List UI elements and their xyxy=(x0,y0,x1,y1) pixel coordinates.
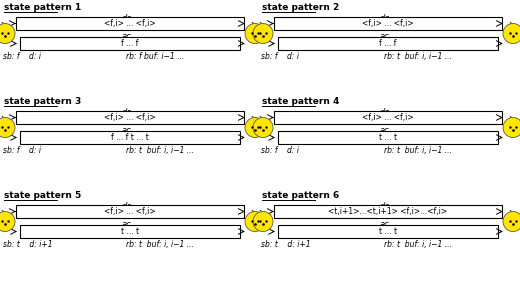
Text: state pattern 3: state pattern 3 xyxy=(4,97,81,106)
Text: sb: f    d: i: sb: f d: i xyxy=(261,146,299,155)
Circle shape xyxy=(253,118,273,137)
Text: dc: dc xyxy=(122,14,132,23)
Bar xyxy=(274,205,502,218)
Text: f ... f t ... t: f ... f t ... t xyxy=(111,133,149,142)
Text: f ... f: f ... f xyxy=(379,39,397,48)
Text: ac: ac xyxy=(122,220,132,229)
Text: sb: t    d: i+1: sb: t d: i+1 xyxy=(261,240,310,249)
Bar xyxy=(16,205,244,218)
Circle shape xyxy=(503,24,520,43)
Text: rb: t  buf: i, i−1 ...: rb: t buf: i, i−1 ... xyxy=(384,52,452,61)
Text: state pattern 6: state pattern 6 xyxy=(262,191,339,200)
Circle shape xyxy=(245,211,265,232)
Text: rb: t  buf: i, i−1 ...: rb: t buf: i, i−1 ... xyxy=(384,240,452,249)
Bar xyxy=(274,17,502,30)
Text: ac: ac xyxy=(380,32,390,41)
Circle shape xyxy=(0,118,15,137)
Text: rb: t  buf: i, i−1 ...: rb: t buf: i, i−1 ... xyxy=(384,146,452,155)
Text: state pattern 4: state pattern 4 xyxy=(262,97,340,106)
Text: <t,i+1>...<t,i+1> <f,i>...<f,i>: <t,i+1>...<t,i+1> <f,i>...<f,i> xyxy=(329,207,448,216)
Text: <f,i> ... <f,i>: <f,i> ... <f,i> xyxy=(362,19,414,28)
Bar xyxy=(20,225,240,238)
Text: dc: dc xyxy=(380,202,390,211)
Bar xyxy=(20,131,240,144)
Text: sb: f    d: i: sb: f d: i xyxy=(3,52,41,61)
Text: <f,i> ... <f,i>: <f,i> ... <f,i> xyxy=(362,113,414,122)
Text: ac: ac xyxy=(122,126,132,135)
Bar xyxy=(20,37,240,50)
Circle shape xyxy=(0,24,15,43)
Circle shape xyxy=(0,211,15,232)
Text: ac: ac xyxy=(122,32,132,41)
Bar xyxy=(274,111,502,124)
Bar xyxy=(278,225,498,238)
Circle shape xyxy=(245,24,265,43)
Text: rb: f buf: i−1 ...: rb: f buf: i−1 ... xyxy=(126,52,184,61)
Text: state pattern 2: state pattern 2 xyxy=(262,3,339,12)
Text: t ... t: t ... t xyxy=(121,227,139,236)
Text: f ... f: f ... f xyxy=(121,39,139,48)
Text: <f,i> ... <f,i>: <f,i> ... <f,i> xyxy=(104,113,156,122)
Text: t ... t: t ... t xyxy=(379,133,397,142)
Text: dc: dc xyxy=(380,14,390,23)
Text: sb: f    d: i: sb: f d: i xyxy=(3,146,41,155)
Text: t ... t: t ... t xyxy=(379,227,397,236)
Text: rb: t  buf: i, i−1 ...: rb: t buf: i, i−1 ... xyxy=(126,146,194,155)
Circle shape xyxy=(253,24,273,43)
Circle shape xyxy=(503,211,520,232)
Text: sb: f    d: i: sb: f d: i xyxy=(261,52,299,61)
Text: <f,i> ... <f,i>: <f,i> ... <f,i> xyxy=(104,19,156,28)
Circle shape xyxy=(245,118,265,137)
Bar xyxy=(16,17,244,30)
Text: state pattern 5: state pattern 5 xyxy=(4,191,81,200)
Text: rb: t  buf: i, i−1 ...: rb: t buf: i, i−1 ... xyxy=(126,240,194,249)
Circle shape xyxy=(253,211,273,232)
Bar xyxy=(278,131,498,144)
Text: state pattern 1: state pattern 1 xyxy=(4,3,81,12)
Bar xyxy=(278,37,498,50)
Text: ac: ac xyxy=(380,126,390,135)
Text: dc: dc xyxy=(122,202,132,211)
Text: dc: dc xyxy=(122,108,132,117)
Text: ac: ac xyxy=(380,220,390,229)
Text: <f,i> ... <f,i>: <f,i> ... <f,i> xyxy=(104,207,156,216)
Circle shape xyxy=(503,118,520,137)
Bar xyxy=(16,111,244,124)
Text: dc: dc xyxy=(380,108,390,117)
Text: sb: t    d: i+1: sb: t d: i+1 xyxy=(3,240,53,249)
